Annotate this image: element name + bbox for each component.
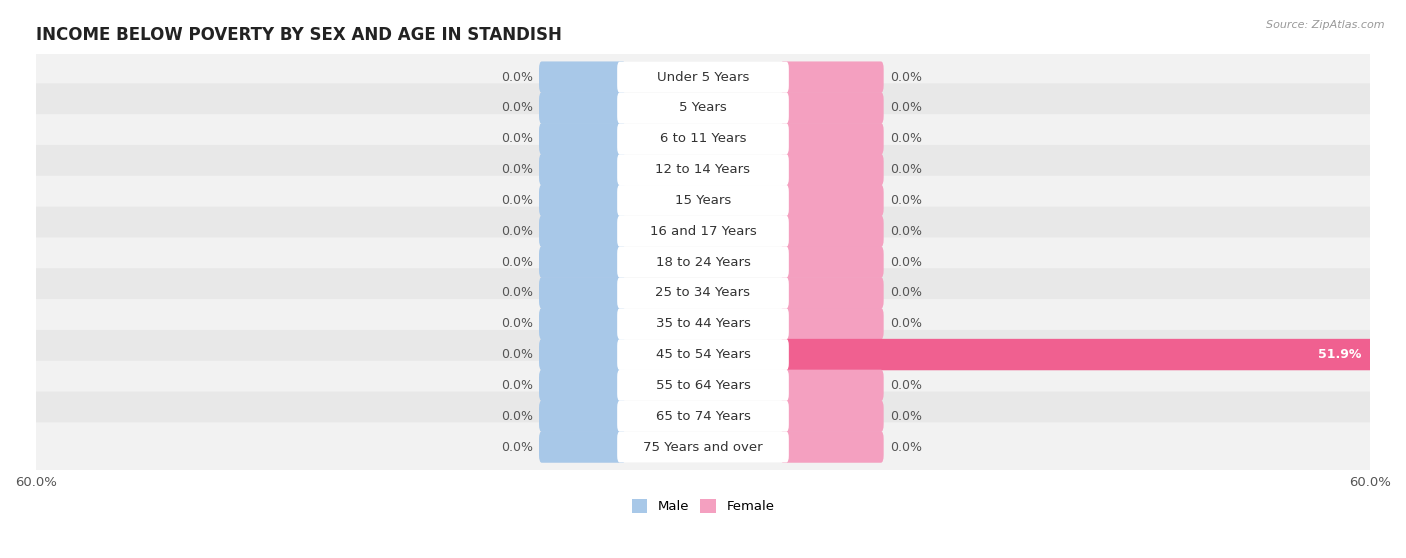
FancyBboxPatch shape bbox=[10, 206, 1396, 256]
Text: 6 to 11 Years: 6 to 11 Years bbox=[659, 132, 747, 145]
FancyBboxPatch shape bbox=[538, 369, 626, 401]
FancyBboxPatch shape bbox=[10, 145, 1396, 194]
Text: 0.0%: 0.0% bbox=[890, 286, 922, 300]
Text: 0.0%: 0.0% bbox=[890, 225, 922, 238]
Text: Source: ZipAtlas.com: Source: ZipAtlas.com bbox=[1267, 20, 1385, 30]
FancyBboxPatch shape bbox=[10, 360, 1396, 410]
FancyBboxPatch shape bbox=[617, 247, 789, 277]
FancyBboxPatch shape bbox=[780, 61, 883, 93]
Legend: Male, Female: Male, Female bbox=[631, 499, 775, 513]
FancyBboxPatch shape bbox=[538, 123, 626, 155]
FancyBboxPatch shape bbox=[538, 401, 626, 432]
FancyBboxPatch shape bbox=[10, 238, 1396, 287]
FancyBboxPatch shape bbox=[617, 123, 789, 154]
FancyBboxPatch shape bbox=[780, 369, 883, 401]
Text: 0.0%: 0.0% bbox=[890, 318, 922, 330]
FancyBboxPatch shape bbox=[538, 277, 626, 309]
Text: 15 Years: 15 Years bbox=[675, 194, 731, 207]
FancyBboxPatch shape bbox=[538, 92, 626, 124]
Text: 51.9%: 51.9% bbox=[1317, 348, 1361, 361]
Text: 0.0%: 0.0% bbox=[890, 163, 922, 176]
Text: 12 to 14 Years: 12 to 14 Years bbox=[655, 163, 751, 176]
FancyBboxPatch shape bbox=[617, 185, 789, 216]
Text: 5 Years: 5 Years bbox=[679, 102, 727, 114]
FancyBboxPatch shape bbox=[10, 422, 1396, 472]
FancyBboxPatch shape bbox=[538, 308, 626, 339]
Text: 0.0%: 0.0% bbox=[501, 440, 533, 454]
FancyBboxPatch shape bbox=[780, 431, 883, 463]
FancyBboxPatch shape bbox=[10, 114, 1396, 163]
FancyBboxPatch shape bbox=[780, 339, 1372, 371]
Text: 0.0%: 0.0% bbox=[890, 132, 922, 145]
FancyBboxPatch shape bbox=[780, 185, 883, 216]
FancyBboxPatch shape bbox=[780, 247, 883, 278]
Text: 0.0%: 0.0% bbox=[501, 318, 533, 330]
FancyBboxPatch shape bbox=[10, 268, 1396, 318]
Text: 0.0%: 0.0% bbox=[501, 71, 533, 84]
Text: 0.0%: 0.0% bbox=[501, 102, 533, 114]
FancyBboxPatch shape bbox=[780, 154, 883, 185]
Text: 0.0%: 0.0% bbox=[501, 410, 533, 423]
Text: Under 5 Years: Under 5 Years bbox=[657, 71, 749, 84]
FancyBboxPatch shape bbox=[538, 185, 626, 216]
Text: 35 to 44 Years: 35 to 44 Years bbox=[655, 318, 751, 330]
FancyBboxPatch shape bbox=[10, 392, 1396, 441]
Text: 16 and 17 Years: 16 and 17 Years bbox=[650, 225, 756, 238]
FancyBboxPatch shape bbox=[538, 215, 626, 247]
Text: 0.0%: 0.0% bbox=[501, 256, 533, 268]
FancyBboxPatch shape bbox=[10, 299, 1396, 348]
FancyBboxPatch shape bbox=[617, 339, 789, 370]
Text: 0.0%: 0.0% bbox=[501, 194, 533, 207]
FancyBboxPatch shape bbox=[538, 61, 626, 93]
Text: 0.0%: 0.0% bbox=[890, 71, 922, 84]
FancyBboxPatch shape bbox=[617, 216, 789, 247]
Text: 25 to 34 Years: 25 to 34 Years bbox=[655, 286, 751, 300]
FancyBboxPatch shape bbox=[10, 83, 1396, 133]
Text: 55 to 64 Years: 55 to 64 Years bbox=[655, 379, 751, 392]
Text: INCOME BELOW POVERTY BY SEX AND AGE IN STANDISH: INCOME BELOW POVERTY BY SEX AND AGE IN S… bbox=[37, 26, 562, 44]
FancyBboxPatch shape bbox=[780, 215, 883, 247]
Text: 0.0%: 0.0% bbox=[890, 379, 922, 392]
FancyBboxPatch shape bbox=[617, 93, 789, 123]
Text: 0.0%: 0.0% bbox=[890, 194, 922, 207]
FancyBboxPatch shape bbox=[10, 330, 1396, 379]
Text: 0.0%: 0.0% bbox=[890, 256, 922, 268]
FancyBboxPatch shape bbox=[10, 52, 1396, 102]
Text: 65 to 74 Years: 65 to 74 Years bbox=[655, 410, 751, 423]
FancyBboxPatch shape bbox=[617, 431, 789, 463]
Text: 0.0%: 0.0% bbox=[501, 286, 533, 300]
FancyBboxPatch shape bbox=[617, 370, 789, 401]
FancyBboxPatch shape bbox=[617, 401, 789, 431]
FancyBboxPatch shape bbox=[538, 154, 626, 185]
FancyBboxPatch shape bbox=[617, 309, 789, 339]
FancyBboxPatch shape bbox=[538, 339, 626, 371]
FancyBboxPatch shape bbox=[780, 401, 883, 432]
Text: 0.0%: 0.0% bbox=[890, 102, 922, 114]
FancyBboxPatch shape bbox=[617, 277, 789, 309]
Text: 0.0%: 0.0% bbox=[501, 163, 533, 176]
Text: 0.0%: 0.0% bbox=[501, 132, 533, 145]
FancyBboxPatch shape bbox=[538, 431, 626, 463]
Text: 0.0%: 0.0% bbox=[501, 225, 533, 238]
FancyBboxPatch shape bbox=[617, 154, 789, 185]
Text: 0.0%: 0.0% bbox=[890, 440, 922, 454]
Text: 45 to 54 Years: 45 to 54 Years bbox=[655, 348, 751, 361]
FancyBboxPatch shape bbox=[538, 247, 626, 278]
Text: 0.0%: 0.0% bbox=[501, 348, 533, 361]
Text: 18 to 24 Years: 18 to 24 Years bbox=[655, 256, 751, 268]
Text: 0.0%: 0.0% bbox=[501, 379, 533, 392]
FancyBboxPatch shape bbox=[780, 123, 883, 155]
FancyBboxPatch shape bbox=[10, 176, 1396, 225]
FancyBboxPatch shape bbox=[780, 92, 883, 124]
FancyBboxPatch shape bbox=[617, 62, 789, 93]
Text: 0.0%: 0.0% bbox=[890, 410, 922, 423]
Text: 75 Years and over: 75 Years and over bbox=[643, 440, 763, 454]
FancyBboxPatch shape bbox=[780, 308, 883, 339]
FancyBboxPatch shape bbox=[780, 277, 883, 309]
